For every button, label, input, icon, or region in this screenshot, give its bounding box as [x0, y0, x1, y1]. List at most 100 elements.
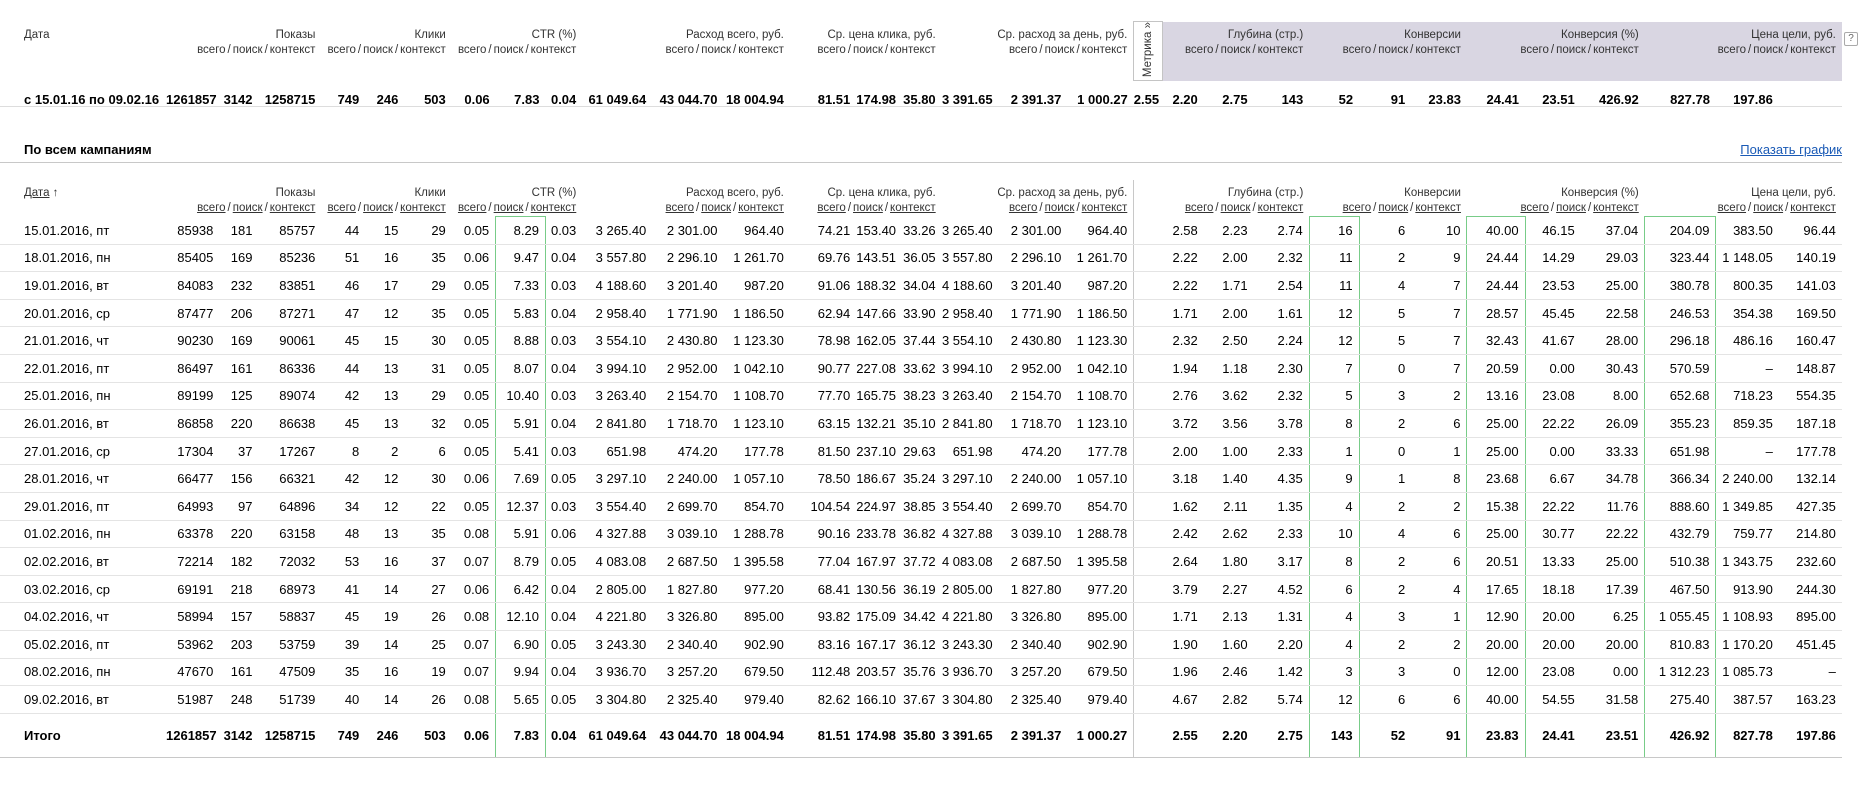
- group-title: Глубина (стр.): [1227, 28, 1304, 41]
- subheader: всего: [1717, 43, 1747, 56]
- subheader-sort-link[interactable]: контекст: [530, 202, 577, 214]
- cell-value: 162.05: [856, 326, 897, 355]
- subheader-sort-link[interactable]: всего: [1342, 202, 1372, 214]
- cell-value: 3 936.70: [582, 658, 653, 687]
- cell-value: 2.55: [1133, 91, 1160, 107]
- subheader-sort-link[interactable]: контекст: [269, 202, 316, 214]
- subheader-separator: /: [1550, 43, 1555, 56]
- cell-value: 0.07: [451, 547, 496, 576]
- subheader-sort-link[interactable]: всего: [817, 202, 846, 214]
- subheader-separator: /: [525, 202, 529, 214]
- cell-value: 503: [404, 713, 452, 758]
- group-subheaders: всего / поиск / контекст: [1645, 43, 1836, 58]
- cell-value: 5.91: [495, 409, 546, 438]
- cell-value: 37: [404, 547, 452, 576]
- cell-value: 3 994.10: [941, 354, 999, 383]
- cell-value: 175.09: [856, 602, 897, 631]
- cell-value: 36.82: [896, 520, 942, 549]
- subheader-sort-link[interactable]: поиск: [1044, 202, 1075, 214]
- cell-value: 0: [1359, 354, 1412, 383]
- date-sort-link[interactable]: Дата: [24, 187, 50, 199]
- metrika-tab[interactable]: Метрика »: [1133, 20, 1163, 82]
- cell-value: 224.97: [856, 492, 897, 521]
- subheader-sort-link[interactable]: контекст: [1081, 202, 1128, 214]
- cell-value: 3 326.80: [998, 602, 1068, 631]
- cell-value: 47509: [258, 658, 322, 687]
- cell-value: 69.76: [789, 244, 857, 273]
- data-row: 21.01.2016, чт 90230 169 90061 45 15 30 0.05 8.8…: [0, 326, 1842, 355]
- subheader-sort-link[interactable]: всего: [1008, 202, 1038, 214]
- subheader-sort-link[interactable]: всего: [327, 202, 356, 214]
- subheader-sort-link[interactable]: контекст: [738, 202, 784, 214]
- cell-value: 1 057.10: [723, 464, 790, 493]
- cell-value: 81.50: [789, 437, 857, 466]
- help-icon[interactable]: ?: [1844, 32, 1858, 46]
- cell-value: 83.16: [789, 630, 857, 659]
- subheader-sort-link[interactable]: поиск: [363, 202, 393, 214]
- subheader-sort-link[interactable]: контекст: [400, 202, 446, 214]
- cell-value: 10.40: [495, 382, 546, 411]
- subheader: контекст: [1790, 43, 1836, 56]
- cell-value: 1 395.58: [723, 547, 790, 576]
- subheader-sort-link[interactable]: поиск: [1220, 202, 1251, 214]
- group-header: Ср. расход за день, руб. всего / поиск / конт…: [942, 180, 1134, 217]
- cell-value: 13: [365, 382, 405, 411]
- cell-value: 82.62: [789, 685, 857, 714]
- subheader-separator: /: [1587, 202, 1592, 214]
- cell-value: 25.00: [1580, 547, 1645, 576]
- row-label: 09.02.2016, вт: [0, 685, 166, 714]
- cell-value: 16: [365, 547, 405, 576]
- cell-value: 0.05: [451, 271, 496, 300]
- subheader-sort-link[interactable]: контекст: [1790, 202, 1836, 214]
- cell-value: 26.09: [1580, 409, 1645, 438]
- subheader-sort-link[interactable]: поиск: [1753, 202, 1784, 214]
- column-separator: [1133, 658, 1163, 687]
- cell-value: 8: [1411, 464, 1467, 493]
- cell-value: 759.77: [1715, 520, 1779, 549]
- cell-value: 3 243.30: [582, 630, 653, 659]
- subheader-sort-link[interactable]: всего: [1520, 202, 1549, 214]
- subheader-sort-link[interactable]: поиск: [853, 202, 883, 214]
- cell-value: 16: [365, 658, 405, 687]
- subheader-sort-link[interactable]: поиск: [701, 202, 732, 214]
- date-header: Дата ↑: [0, 180, 166, 217]
- cell-value: 2: [1359, 244, 1412, 273]
- cell-value: 47670: [166, 658, 220, 687]
- subheader-separator: /: [1410, 202, 1414, 214]
- subheader-sort-link[interactable]: поиск: [1378, 202, 1409, 214]
- cell-value: 218: [219, 575, 259, 604]
- subheader-sort-link[interactable]: всего: [197, 202, 226, 214]
- subheader-sort-link[interactable]: всего: [1717, 202, 1747, 214]
- column-separator: [1133, 271, 1163, 300]
- subheader-separator: /: [696, 202, 700, 214]
- row-label: с 15.01.16 по 09.02.16: [24, 91, 160, 107]
- subheader-sort-link[interactable]: поиск: [1556, 202, 1586, 214]
- cell-value: 4: [1308, 492, 1360, 521]
- cell-value: 1 288.78: [1067, 520, 1134, 549]
- cell-value: 0.03: [545, 437, 583, 466]
- subheader: поиск: [232, 43, 263, 56]
- subheader-separator: /: [1215, 43, 1219, 56]
- subheader-sort-link[interactable]: контекст: [1593, 202, 1639, 214]
- cell-value: 432.79: [1644, 520, 1717, 549]
- subheader: всего: [1520, 43, 1549, 56]
- subheader: контекст: [1257, 43, 1304, 56]
- subheader-sort-link[interactable]: всего: [457, 202, 487, 214]
- cell-value: 13.33: [1525, 547, 1581, 576]
- cell-value: 37.04: [1580, 216, 1645, 245]
- row-label: 25.01.2016, пн: [0, 382, 166, 411]
- subheader-sort-link[interactable]: всего: [665, 202, 695, 214]
- subheader-sort-link[interactable]: контекст: [1415, 202, 1461, 214]
- subheader-sort-link[interactable]: контекст: [1257, 202, 1304, 214]
- subheader-sort-link[interactable]: поиск: [232, 202, 263, 214]
- cell-value: 177.78: [723, 437, 790, 466]
- date-label: Дата: [24, 28, 50, 41]
- table-body: 15.01.2016, пт 85938 181 85757 44 15 29 0.05 8.2…: [0, 216, 1842, 758]
- subheader-sort-link[interactable]: контекст: [890, 202, 936, 214]
- cell-value: 3 039.10: [998, 520, 1068, 549]
- subheader-sort-link[interactable]: всего: [1184, 202, 1214, 214]
- show-chart-link[interactable]: Показать график: [1740, 141, 1842, 157]
- subheader-sort-link[interactable]: поиск: [493, 202, 524, 214]
- cell-value: 30.43: [1580, 354, 1645, 383]
- row-label: 15.01.2016, пт: [0, 216, 166, 245]
